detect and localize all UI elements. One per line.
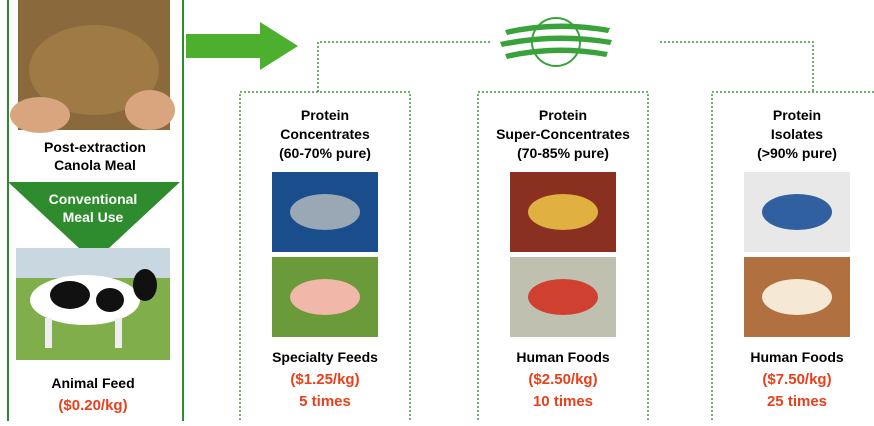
photo-detail [528,279,598,315]
left-price: ($0.20/kg) [58,397,127,414]
column-title: Protein [539,107,587,123]
column-label: Specialty Feeds [272,349,378,365]
diagram: Post-extraction Canola Meal Conventional… [0,0,874,421]
column-title: (60-70% pure) [279,145,371,161]
photo-detail [528,194,598,230]
canola-meal-photo [10,0,175,133]
column-multiple: 5 times [299,393,351,410]
photo-detail [762,194,832,230]
logo [500,18,612,66]
column-title: (70-85% pure) [517,145,609,161]
caption-line: Post-extraction [44,139,146,155]
cow-photo [16,248,170,360]
left-label: Animal Feed [51,375,134,391]
triangle-text: Meal Use [63,209,124,225]
column-title: Protein [773,107,821,123]
photo-detail [762,279,832,315]
column-label: Human Foods [750,349,844,365]
triangle-text: Conventional [49,191,138,207]
photo-detail [290,194,360,230]
column-title: Isolates [771,126,823,142]
column-title: (>90% pure) [757,145,837,161]
column-price: ($7.50/kg) [762,371,831,388]
column-multiple: 10 times [533,393,593,410]
photo-detail [290,279,360,315]
caption-line: Canola Meal [54,157,136,173]
columns: Protein Concentrates (60-70% pure) Specialt… [240,92,874,421]
column-price: ($1.25/kg) [290,371,359,388]
column-title: Super-Concentrates [496,126,630,142]
column-multiple: 25 times [767,393,827,410]
column-price: ($2.50/kg) [528,371,597,388]
column-title: Protein [301,107,349,123]
column-label: Human Foods [516,349,610,365]
arrow [186,22,298,70]
column-title: Concentrates [280,126,370,142]
